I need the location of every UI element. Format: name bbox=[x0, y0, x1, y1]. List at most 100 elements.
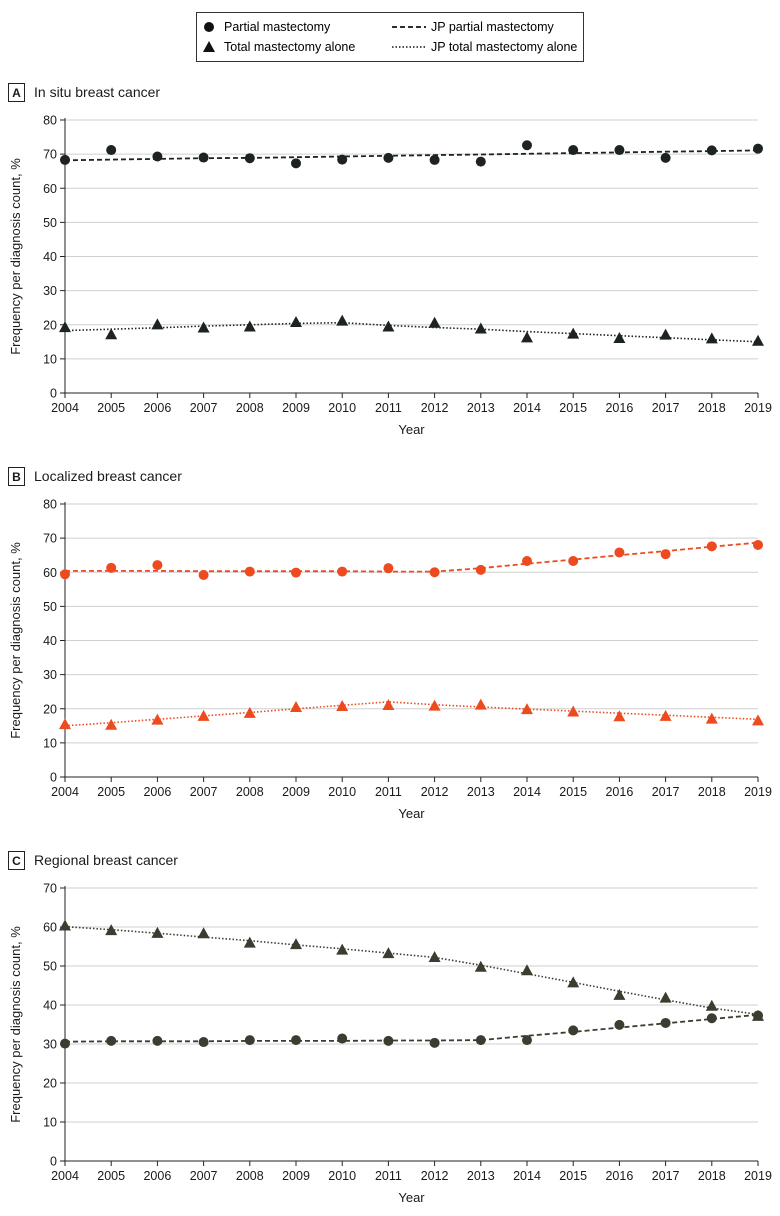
chart-b-y-tick-label: 70 bbox=[43, 532, 57, 546]
chart-a-x-tick-label: 2013 bbox=[467, 401, 495, 415]
chart-b-total-mastectomy-alone-point bbox=[474, 698, 487, 710]
chart-b-partial-mastectomy-point bbox=[106, 562, 117, 573]
chart-c-x-tick-label: 2004 bbox=[51, 1169, 79, 1183]
chart-b-partial-mastectomy-point bbox=[568, 555, 579, 566]
chart-c-total-mastectomy-alone-point bbox=[428, 951, 441, 963]
chart-b-y-tick-label: 20 bbox=[43, 702, 57, 716]
chart-a-total-mastectomy-alone-point bbox=[243, 320, 256, 332]
chart-b-total-mastectomy-alone-point bbox=[567, 705, 580, 717]
chart-b-x-tick-label: 2007 bbox=[190, 785, 218, 799]
chart-c-partial-mastectomy-point bbox=[706, 1013, 717, 1024]
chart-b-total-mastectomy-alone-point bbox=[521, 703, 533, 715]
chart-b-total-mastectomy-alone-point bbox=[659, 709, 672, 721]
chart-c-total-mastectomy-alone-point bbox=[659, 991, 672, 1003]
chart-a-y-tick-label: 80 bbox=[43, 114, 57, 128]
chart-a-x-tick-label: 2005 bbox=[97, 401, 125, 415]
chart-c-y-tick-label: 50 bbox=[43, 960, 57, 974]
chart-c-total-mastectomy-alone-point bbox=[243, 936, 256, 948]
chart-a-x-tick-label: 2015 bbox=[559, 401, 587, 415]
chart-b-x-tick-label: 2006 bbox=[143, 785, 171, 799]
chart-a-x-tick-label: 2006 bbox=[143, 401, 171, 415]
chart-a-partial-mastectomy-point bbox=[337, 154, 348, 165]
chart-b-x-tick-label: 2013 bbox=[467, 785, 495, 799]
legend-triangle-marker-icon bbox=[203, 41, 215, 52]
chart-a-total-mastectomy-alone-point bbox=[567, 327, 580, 339]
chart-a-y-tick-label: 30 bbox=[43, 284, 57, 298]
chart-c-x-tick-label: 2016 bbox=[605, 1169, 633, 1183]
chart-a-partial-mastectomy-point bbox=[568, 145, 579, 156]
chart-c-total-mastectomy-alone-point bbox=[336, 943, 349, 955]
chart-a-partial-mastectomy-point bbox=[522, 140, 532, 151]
chart-c-y-tick-label: 70 bbox=[43, 882, 57, 896]
chart-c-total-mastectomy-alone-point bbox=[705, 999, 718, 1011]
chart-a-partial-mastectomy-point bbox=[60, 154, 70, 165]
chart-c-letter-box bbox=[8, 851, 25, 870]
chart-c-partial-mastectomy-point bbox=[614, 1019, 625, 1030]
chart-c-x-tick-label: 2013 bbox=[467, 1169, 495, 1183]
chart-a-x-tick-label: 2004 bbox=[51, 401, 79, 415]
chart-c-partial-mastectomy-point bbox=[429, 1037, 440, 1048]
chart-c-partial-mastectomy-point bbox=[337, 1033, 348, 1044]
chart-a-x-tick-label: 2018 bbox=[698, 401, 726, 415]
chart-b-total-mastectomy-alone-point bbox=[290, 701, 302, 713]
chart-b-total-mastectomy-alone-point bbox=[197, 709, 210, 721]
chart-a-y-tick-label: 0 bbox=[50, 387, 57, 401]
chart-b-partial-mastectomy-point bbox=[660, 549, 671, 560]
chart-a-x-axis-label: Year bbox=[398, 422, 425, 437]
chart-b-y-axis-label: Frequency per diagnosis count, % bbox=[8, 542, 23, 739]
chart-b-x-tick-label: 2019 bbox=[744, 785, 772, 799]
chart-b-partial-mastectomy-point bbox=[614, 547, 625, 558]
chart-b-y-tick-label: 80 bbox=[43, 498, 57, 512]
chart-c-partial-mastectomy-point bbox=[152, 1035, 163, 1046]
chart-b-total-mastectomy-alone-point bbox=[752, 714, 764, 726]
chart-b-x-axis-label: Year bbox=[398, 806, 425, 821]
chart-c-total-mastectomy-alone-point bbox=[752, 1009, 764, 1021]
chart-a-total-mastectomy-alone-point bbox=[474, 322, 487, 334]
chart-c-total-mastectomy-alone-point bbox=[382, 947, 395, 959]
chart-a-y-tick-label: 50 bbox=[43, 216, 57, 230]
chart-c-partial-mastectomy-point bbox=[60, 1038, 70, 1049]
chart-c-x-tick-label: 2006 bbox=[143, 1169, 171, 1183]
chart-a-total-mastectomy-alone-point bbox=[521, 331, 533, 343]
chart-b-y-tick-label: 40 bbox=[43, 634, 57, 648]
chart-c-partial-mastectomy-point bbox=[291, 1035, 301, 1046]
legend-label-jp-total: JP total mastectomy alone bbox=[431, 40, 577, 54]
chart-a-total-mastectomy-alone-point bbox=[705, 332, 718, 344]
chart-c-x-tick-label: 2019 bbox=[744, 1169, 772, 1183]
chart-c-partial-mastectomy-point bbox=[568, 1025, 579, 1036]
chart-c-partial-mastectomy-point bbox=[383, 1035, 394, 1046]
chart-a-partial-mastectomy-point bbox=[106, 145, 117, 156]
chart-b-partial-mastectomy-point bbox=[383, 563, 394, 574]
chart-a-letter: A bbox=[12, 86, 21, 100]
chart-b-partial-mastectomy-point bbox=[475, 564, 486, 575]
chart-a-x-tick-label: 2019 bbox=[744, 401, 772, 415]
chart-legend: Partial mastectomy Total mastectomy alon… bbox=[196, 12, 584, 62]
chart-c-partial-mastectomy-point bbox=[475, 1035, 486, 1046]
chart-c-y-tick-label: 10 bbox=[43, 1116, 57, 1130]
chart-a-partial-mastectomy-point bbox=[383, 152, 394, 163]
chart-b-partial-mastectomy-point bbox=[291, 567, 301, 578]
chart-c-partial-mastectomy-point bbox=[522, 1035, 532, 1046]
chart-b-partial-mastectomy-point bbox=[198, 569, 209, 580]
chart-b-total-mastectomy-alone-point bbox=[243, 706, 256, 718]
chart-a-y-tick-label: 10 bbox=[43, 352, 57, 366]
chart-a-y-axis-label: Frequency per diagnosis count, % bbox=[8, 158, 23, 355]
chart-a-partial-mastectomy-point bbox=[198, 152, 209, 163]
chart-b-y-tick-label: 10 bbox=[43, 736, 57, 750]
chart-b-total-mastectomy-alone-point bbox=[59, 718, 71, 730]
chart-a-jp-total-mastectomy-alone-line bbox=[64, 321, 759, 343]
chart-c-partial-mastectomy-point bbox=[106, 1035, 117, 1046]
chart-a-letter-box bbox=[8, 83, 25, 102]
chart-a-partial-mastectomy-point bbox=[291, 158, 301, 169]
chart-c-partial-mastectomy-point bbox=[244, 1035, 255, 1046]
chart-a-y-tick-label: 70 bbox=[43, 148, 57, 162]
chart-b-letter-box bbox=[8, 467, 25, 486]
chart-c-partial-mastectomy-point bbox=[198, 1037, 209, 1048]
chart-b-partial-mastectomy-point bbox=[337, 566, 348, 577]
chart-b-partial-mastectomy-point bbox=[753, 539, 763, 550]
legend-label-jp-partial: JP partial mastectomy bbox=[431, 20, 554, 34]
legend-border bbox=[196, 12, 584, 62]
chart-c-total-mastectomy-alone-point bbox=[59, 919, 71, 931]
chart-b-total-mastectomy-alone-point bbox=[336, 700, 349, 712]
chart-b-x-tick-label: 2009 bbox=[282, 785, 310, 799]
